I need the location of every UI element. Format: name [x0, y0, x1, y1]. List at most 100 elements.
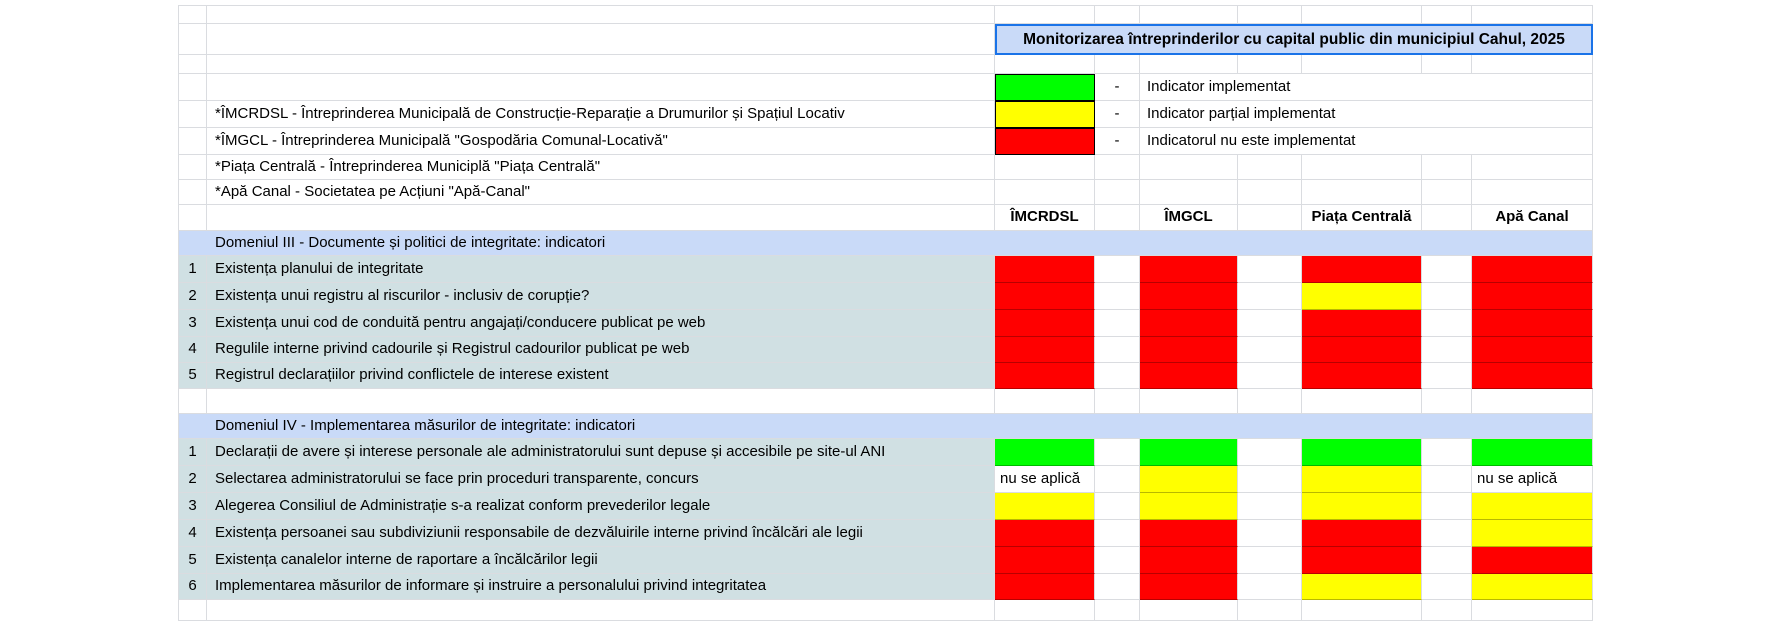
empty-cell[interactable]	[1238, 310, 1302, 337]
empty-cell[interactable]	[1422, 55, 1472, 74]
indicator-label[interactable]: Registrul declarațiilor privind conflict…	[207, 363, 995, 389]
indicator-label[interactable]: Existența unui registru al riscurilor - …	[207, 283, 995, 310]
empty-cell[interactable]	[1095, 256, 1140, 283]
indicator-label[interactable]: Selectarea administratorului se face pri…	[207, 466, 995, 493]
column-header-piata-centrala[interactable]: Piața Centrală	[1302, 205, 1422, 231]
empty-cell[interactable]	[1140, 6, 1238, 24]
empty-cell[interactable]	[179, 101, 207, 128]
empty-cell[interactable]	[1472, 180, 1593, 205]
indicator-label[interactable]: Regulile interne privind cadourile și Re…	[207, 337, 995, 363]
note-imgcl[interactable]: *ÎMGCL - Întreprinderea Municipală "Gosp…	[207, 128, 995, 155]
empty-cell[interactable]	[179, 600, 207, 621]
status-cell-implemented[interactable]	[1140, 439, 1238, 466]
note-imcrdsl[interactable]: *ÎMCRDSL - Întreprinderea Municipală de …	[207, 101, 995, 128]
empty-cell[interactable]	[1140, 600, 1238, 621]
status-cell-implemented[interactable]	[1472, 439, 1593, 466]
indicator-label[interactable]: Existența persoanei sau subdiviziunii re…	[207, 520, 995, 547]
status-cell-not-implemented[interactable]	[1140, 520, 1238, 547]
status-cell-not-applicable[interactable]: nu se aplică	[1472, 466, 1593, 493]
status-cell-not-implemented[interactable]	[995, 337, 1095, 363]
empty-cell[interactable]	[1095, 439, 1140, 466]
empty-cell[interactable]	[1302, 55, 1422, 74]
empty-cell[interactable]	[1095, 283, 1140, 310]
empty-cell[interactable]	[1472, 600, 1593, 621]
empty-cell[interactable]	[1238, 574, 1302, 600]
row-number[interactable]: 2	[179, 466, 207, 493]
status-cell-not-implemented[interactable]	[1302, 520, 1422, 547]
empty-cell[interactable]	[1140, 155, 1238, 180]
empty-cell[interactable]	[1238, 547, 1302, 574]
note-apa-canal[interactable]: *Apă Canal - Societatea pe Acțiuni "Apă-…	[207, 180, 995, 205]
status-cell-not-implemented[interactable]	[995, 574, 1095, 600]
indicator-label[interactable]: Declarații de avere și interese personal…	[207, 439, 995, 466]
empty-cell[interactable]	[1095, 310, 1140, 337]
empty-cell[interactable]	[1302, 6, 1422, 24]
empty-cell[interactable]	[1095, 600, 1140, 621]
status-cell-not-implemented[interactable]	[1472, 310, 1593, 337]
empty-cell[interactable]	[1095, 574, 1140, 600]
empty-cell[interactable]	[1422, 574, 1472, 600]
empty-cell[interactable]	[1422, 337, 1472, 363]
empty-cell[interactable]	[179, 205, 207, 231]
empty-cell[interactable]	[1472, 55, 1593, 74]
empty-cell[interactable]	[1238, 55, 1302, 74]
empty-cell[interactable]	[1238, 466, 1302, 493]
note-piata-centrala[interactable]: *Piața Centrală - Întreprinderea Municip…	[207, 155, 995, 180]
status-cell-not-implemented[interactable]	[1140, 574, 1238, 600]
empty-cell[interactable]	[1238, 180, 1302, 205]
status-cell-partial[interactable]	[1302, 574, 1422, 600]
empty-cell[interactable]	[1140, 389, 1238, 414]
status-cell-not-implemented[interactable]	[1472, 337, 1593, 363]
row-number[interactable]: 5	[179, 547, 207, 574]
empty-cell[interactable]	[1422, 155, 1472, 180]
empty-cell[interactable]	[1422, 493, 1472, 520]
empty-cell[interactable]	[995, 389, 1095, 414]
empty-cell[interactable]	[1238, 600, 1302, 621]
empty-cell[interactable]	[1238, 6, 1302, 24]
status-cell-not-implemented[interactable]	[1140, 363, 1238, 389]
row-number[interactable]: 5	[179, 363, 207, 389]
empty-cell[interactable]	[995, 155, 1095, 180]
status-cell-not-implemented[interactable]	[1302, 547, 1422, 574]
empty-cell[interactable]	[1422, 547, 1472, 574]
empty-cell[interactable]	[207, 389, 995, 414]
empty-cell[interactable]	[1472, 155, 1593, 180]
empty-cell[interactable]	[1422, 600, 1472, 621]
status-cell-not-implemented[interactable]	[995, 547, 1095, 574]
empty-cell[interactable]	[1302, 155, 1422, 180]
column-header-imcrdsl[interactable]: ÎMCRDSL	[995, 205, 1095, 231]
status-cell-not-implemented[interactable]	[1302, 256, 1422, 283]
status-cell-not-implemented[interactable]	[1140, 310, 1238, 337]
empty-cell[interactable]	[1238, 155, 1302, 180]
empty-cell[interactable]	[1095, 180, 1140, 205]
status-cell-partial[interactable]	[1472, 520, 1593, 547]
empty-cell[interactable]	[995, 600, 1095, 621]
status-cell-not-implemented[interactable]	[995, 520, 1095, 547]
status-cell-implemented[interactable]	[1302, 439, 1422, 466]
status-cell-not-implemented[interactable]	[995, 363, 1095, 389]
empty-cell[interactable]	[1302, 600, 1422, 621]
empty-cell[interactable]	[1422, 6, 1472, 24]
status-cell-partial[interactable]	[1302, 466, 1422, 493]
status-cell-partial[interactable]	[1140, 493, 1238, 520]
status-cell-partial[interactable]	[1140, 466, 1238, 493]
status-cell-not-implemented[interactable]	[995, 256, 1095, 283]
empty-cell[interactable]	[995, 6, 1095, 24]
empty-cell[interactable]	[1238, 389, 1302, 414]
empty-cell[interactable]	[1472, 389, 1593, 414]
empty-cell[interactable]	[1095, 520, 1140, 547]
empty-cell[interactable]	[1095, 55, 1140, 74]
indicator-label[interactable]: Existența unui cod de conduită pentru an…	[207, 310, 995, 337]
empty-cell[interactable]	[1302, 180, 1422, 205]
status-cell-not-implemented[interactable]	[1302, 310, 1422, 337]
empty-cell[interactable]	[1238, 439, 1302, 466]
empty-cell[interactable]	[207, 6, 995, 24]
empty-cell[interactable]	[1422, 180, 1472, 205]
empty-cell[interactable]	[179, 6, 207, 24]
status-cell-not-implemented[interactable]	[1472, 363, 1593, 389]
status-cell-not-implemented[interactable]	[1140, 547, 1238, 574]
indicator-label[interactable]: Alegerea Consiliul de Administrație s-a …	[207, 493, 995, 520]
column-header-apa-canal[interactable]: Apă Canal	[1472, 205, 1593, 231]
empty-cell[interactable]	[1422, 363, 1472, 389]
empty-cell[interactable]	[1095, 205, 1140, 231]
